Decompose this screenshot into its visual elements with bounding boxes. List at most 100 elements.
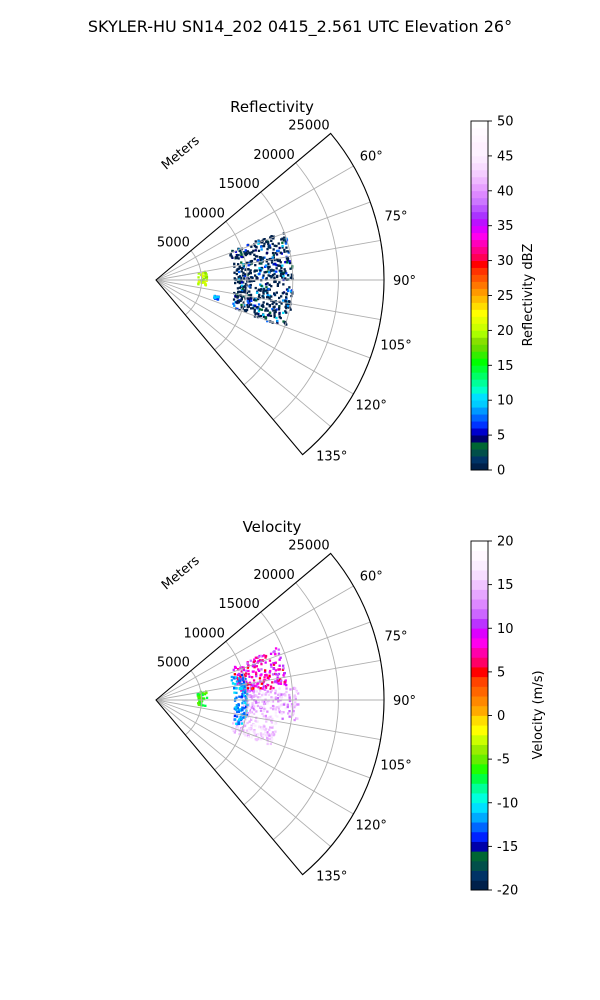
echo-gate (285, 311, 288, 314)
echo-gate (239, 290, 242, 294)
echo-gate (248, 300, 251, 303)
colorbar-segment (471, 141, 488, 150)
echo-gate (274, 669, 277, 672)
echo-gate (264, 309, 267, 312)
colorbar-segment (471, 812, 488, 823)
echo-gate (257, 240, 260, 243)
echo-gate (202, 271, 205, 274)
echo-gate (241, 267, 244, 270)
colorbar-segment (471, 281, 488, 289)
echo-gate (246, 300, 249, 303)
echo-gate (244, 253, 247, 257)
range-ring (243, 191, 294, 386)
echo-gate (284, 299, 287, 302)
echo-gate (249, 686, 252, 690)
echo-gate (266, 251, 269, 254)
echo-gate (266, 690, 269, 693)
echo-gate (235, 676, 239, 679)
echo-gate (281, 246, 284, 249)
echo-gate (253, 702, 256, 705)
echo-gate (233, 720, 236, 723)
echo-gate (235, 253, 238, 257)
echo-gate (234, 718, 237, 721)
echo-gate (243, 277, 246, 280)
colorbar-tick-label: 5 (497, 429, 505, 444)
echo-gate (252, 307, 255, 310)
echo-gate (237, 276, 240, 279)
reflectivity-echo-field (197, 232, 294, 326)
colorbar-segment (471, 358, 488, 366)
echo-gate (233, 714, 237, 717)
echo-gate (271, 302, 274, 306)
echo-gate (244, 687, 247, 690)
echo-gate (272, 248, 275, 251)
colorbar-segment (471, 330, 488, 338)
azimuth-spoke (155, 699, 371, 779)
echo-gate (247, 272, 250, 275)
echo-gate (240, 683, 243, 686)
echo-gate (266, 700, 269, 704)
echo-gate (244, 691, 247, 694)
azimuth-tick-label: 60° (360, 150, 383, 165)
colorbar-segment (471, 344, 488, 352)
echo-gate (273, 314, 276, 317)
reflectivity-polar-grid (155, 132, 385, 456)
echo-gate (233, 277, 236, 280)
echo-gate (272, 663, 276, 666)
colorbar-segment (471, 783, 488, 794)
echo-gate (254, 656, 257, 659)
echo-gate (245, 669, 248, 672)
echo-gate (242, 701, 245, 704)
velocity-polar-grid (155, 552, 385, 876)
colorbar-segment (471, 393, 488, 401)
colorbar-segment (471, 851, 488, 862)
range-ring (243, 611, 294, 806)
echo-gate (281, 299, 285, 302)
radial-tick-label: 5000 (157, 236, 190, 251)
echo-gate (240, 673, 244, 677)
echo-gate (288, 250, 291, 253)
echo-gate (240, 306, 243, 309)
echo-gate (235, 680, 239, 683)
echo-gate (282, 239, 285, 242)
echo-gate (278, 687, 281, 690)
echo-gate (266, 736, 269, 739)
echo-gate (292, 712, 295, 715)
echo-gate (280, 711, 283, 714)
echo-gate (284, 310, 287, 313)
echo-gate (272, 237, 275, 240)
echo-gate (270, 734, 273, 737)
colorbar-segment (471, 239, 488, 248)
echo-gate (197, 283, 200, 286)
echo-gate (250, 727, 253, 730)
echo-gate (261, 726, 264, 729)
echo-gate (297, 703, 300, 706)
echo-gate (268, 659, 272, 662)
echo-gate (282, 664, 285, 667)
echo-gate (242, 668, 245, 672)
echo-gate (248, 695, 251, 698)
echo-gate (290, 712, 293, 716)
echo-gate (252, 690, 256, 693)
echo-gate (278, 313, 281, 316)
echo-gate (258, 669, 261, 672)
echo-gate (254, 719, 257, 722)
echo-gate (239, 722, 242, 725)
echo-gate (271, 700, 275, 703)
echo-gate (239, 299, 242, 302)
echo-gate (233, 731, 236, 734)
echo-gate (232, 722, 235, 725)
echo-gate (236, 678, 240, 682)
echo-gate (250, 711, 253, 714)
echo-gate (248, 280, 251, 283)
velocity-echo-field (196, 647, 300, 746)
echo-gate (196, 692, 199, 696)
echo-gate (295, 717, 298, 720)
echo-gate (274, 262, 277, 266)
echo-gate (254, 264, 257, 267)
echo-gate (233, 291, 236, 295)
echo-gate (272, 301, 276, 304)
colorbar-segment (471, 442, 488, 450)
echo-gate (245, 729, 249, 732)
